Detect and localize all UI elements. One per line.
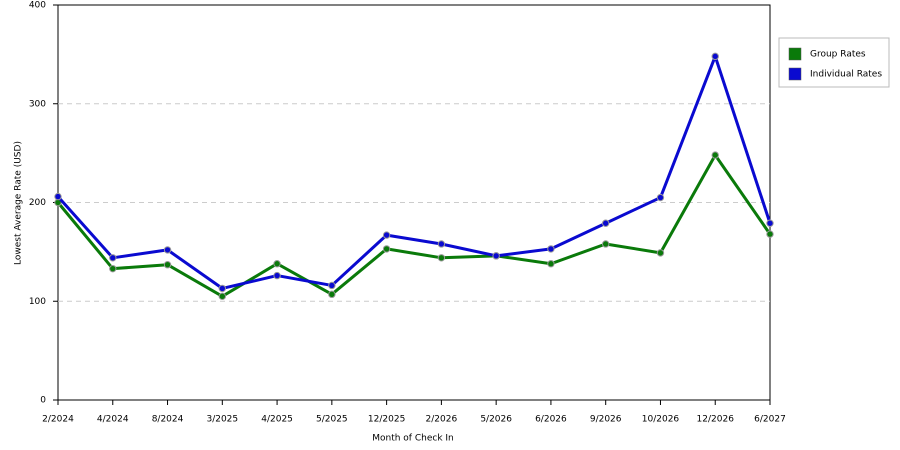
y-tick-label: 100 bbox=[29, 297, 46, 307]
data-point bbox=[163, 246, 172, 254]
data-point bbox=[601, 219, 610, 227]
y-tick-label: 300 bbox=[29, 99, 46, 109]
data-point bbox=[547, 245, 555, 253]
y-tick-label: 0 bbox=[40, 396, 46, 406]
data-point bbox=[711, 52, 719, 61]
data-point bbox=[437, 254, 446, 262]
data-point bbox=[54, 192, 62, 201]
data-point bbox=[218, 292, 227, 301]
x-tick-label: 6/2027 bbox=[754, 415, 786, 425]
x-tick-label: 12/2025 bbox=[368, 415, 405, 425]
data-point bbox=[328, 290, 336, 299]
legend-swatch bbox=[788, 67, 802, 81]
data-point bbox=[382, 231, 391, 239]
data-point bbox=[766, 219, 774, 227]
data-point bbox=[273, 260, 281, 268]
y-axis-label: Lowest Average Rate (USD) bbox=[14, 141, 24, 265]
data-point bbox=[656, 249, 665, 257]
x-tick-label: 5/2026 bbox=[480, 415, 512, 425]
data-point bbox=[437, 240, 446, 248]
data-point bbox=[109, 264, 117, 273]
x-axis-label: Month of Check In bbox=[372, 434, 454, 444]
x-tick-label: 10/2026 bbox=[642, 415, 680, 425]
x-tick-label: 4/2024 bbox=[97, 415, 129, 425]
data-point bbox=[382, 245, 391, 253]
legend-label: Group Rates bbox=[810, 50, 866, 60]
data-point bbox=[492, 252, 500, 260]
series-line bbox=[56, 153, 772, 298]
x-tick-label: 2/2026 bbox=[426, 415, 458, 425]
legend-label: Individual Rates bbox=[810, 70, 882, 80]
x-tick-label: 4/2025 bbox=[261, 415, 293, 425]
data-point bbox=[601, 240, 610, 248]
x-tick-label: 8/2024 bbox=[152, 415, 184, 425]
y-tick-label: 400 bbox=[29, 1, 46, 11]
x-tick-label: 12/2026 bbox=[697, 415, 735, 425]
data-point bbox=[328, 281, 336, 290]
x-tick-label: 5/2025 bbox=[316, 415, 348, 425]
data-point bbox=[163, 261, 172, 269]
data-point bbox=[711, 151, 719, 159]
data-point bbox=[766, 230, 774, 238]
series-line bbox=[56, 54, 772, 290]
x-tick-label: 2/2024 bbox=[42, 415, 74, 425]
y-tick-label: 200 bbox=[29, 198, 46, 208]
data-point bbox=[273, 271, 281, 280]
data-point bbox=[656, 193, 665, 202]
x-tick-label: 9/2026 bbox=[590, 415, 622, 425]
x-tick-label: 6/2026 bbox=[535, 415, 567, 425]
data-point bbox=[109, 254, 117, 262]
data-point bbox=[218, 284, 227, 293]
legend-swatch bbox=[788, 47, 802, 61]
x-tick-label: 3/2025 bbox=[206, 415, 238, 425]
data-point bbox=[547, 260, 555, 268]
